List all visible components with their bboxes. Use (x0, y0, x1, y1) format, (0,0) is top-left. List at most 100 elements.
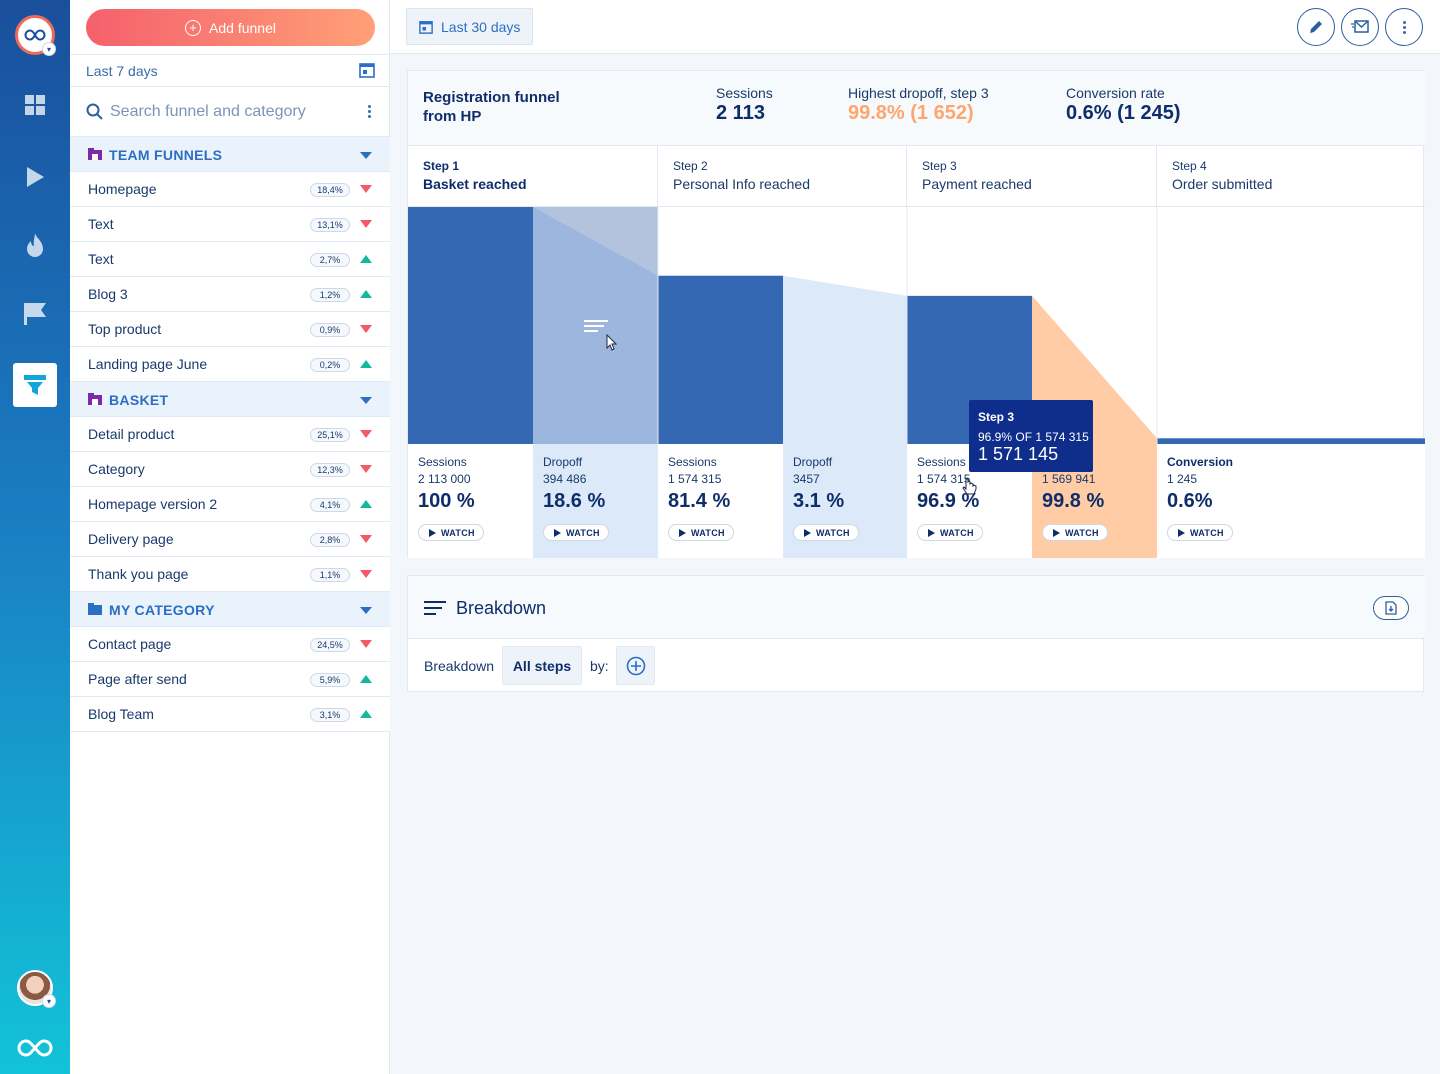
watch-button[interactable]: WATCH (543, 524, 609, 541)
watch-label: WATCH (1190, 527, 1224, 538)
more-options-button[interactable] (1385, 8, 1423, 46)
list-item[interactable]: Blog 3 1,2% (70, 277, 390, 312)
trend-down-icon (360, 535, 372, 543)
list-item[interactable]: Homepage 18,4% (70, 172, 390, 207)
stat-count: 394 486 (543, 472, 587, 486)
category-header-team-funnels[interactable]: TEAM FUNNELS (70, 137, 390, 172)
funnel-name: Text (88, 251, 114, 267)
stat-count: 2 113 000 (418, 472, 471, 486)
kpi-value: 2 113 (716, 102, 765, 124)
list-item[interactable]: Text 13,1% (70, 207, 390, 242)
watch-button[interactable]: WATCH (1042, 524, 1108, 541)
plus-circle-icon (626, 656, 645, 675)
tooltip-value: 1 571 145 (978, 444, 1059, 464)
kpi-conversion-rate: Conversion rate 0.6% (1 245) (1066, 85, 1181, 125)
breakdown-lines-icon (424, 601, 446, 615)
play-icon (429, 528, 436, 537)
step-header[interactable]: Step 3 Payment reached (907, 146, 1157, 206)
breakdown-by-label: by: (590, 658, 609, 674)
watch-button[interactable]: WATCH (917, 524, 983, 541)
step-name: Basket reached (423, 176, 527, 192)
funnel-chart (408, 207, 1425, 444)
trend-up-icon (360, 710, 372, 718)
stat-percent: 18.6 % (543, 490, 606, 512)
category-header-my-category[interactable]: MY CATEGORY (70, 592, 390, 627)
watch-label: WATCH (1065, 527, 1099, 538)
funnel-icon[interactable] (13, 363, 57, 407)
conversion-badge: 2,8% (310, 533, 350, 547)
play-icon (554, 528, 561, 537)
funnel-summary: Registration funnel from HP Sessions 2 1… (408, 71, 1425, 146)
list-item[interactable]: Thank you page 1,1% (70, 557, 390, 592)
step-name: Payment reached (922, 176, 1032, 192)
step-header[interactable]: Step 1 Basket reached (408, 146, 658, 206)
date-range-label: Last 30 days (441, 18, 521, 35)
edit-button[interactable] (1297, 8, 1335, 46)
all-steps-button[interactable]: All steps (502, 646, 582, 685)
list-item[interactable]: Blog Team 3,1% (70, 697, 390, 732)
list-item[interactable]: Page after send 5,9% (70, 662, 390, 697)
play-icon (1053, 528, 1060, 537)
dropoff-area-step-2[interactable] (783, 275, 907, 444)
date-range-button[interactable]: Last 30 days (406, 8, 533, 45)
watch-label: WATCH (691, 527, 725, 538)
avatar[interactable]: ▾ (17, 970, 56, 1008)
share-email-button[interactable] (1341, 8, 1379, 46)
conversion-badge: 3,1% (310, 708, 350, 722)
stat-step1-dropoff: Dropoff 394 486 18.6 % WATCH (533, 444, 658, 558)
stat-step2-dropoff: Dropoff 3457 3.1 % WATCH (783, 444, 907, 558)
list-item[interactable]: Contact page 24,5% (70, 627, 390, 662)
sidebar-date-range[interactable]: Last 7 days (70, 54, 390, 87)
stat-step1-sessions: Sessions 2 113 000 100 % WATCH (408, 444, 533, 558)
step-header[interactable]: Step 4 Order submitted (1157, 146, 1425, 206)
watch-button[interactable]: WATCH (668, 524, 734, 541)
team-folder-icon (88, 148, 102, 160)
funnel-bar-step-1[interactable] (408, 207, 533, 444)
trend-down-icon (360, 640, 372, 648)
watch-button[interactable]: WATCH (418, 524, 484, 541)
flag-icon[interactable] (15, 294, 55, 334)
list-item[interactable]: Category 12,3% (70, 452, 390, 487)
add-breakdown-button[interactable] (616, 646, 655, 685)
chevron-down-icon[interactable] (360, 607, 372, 614)
step-header[interactable]: Step 2 Personal Info reached (658, 146, 907, 206)
watch-button[interactable]: WATCH (1167, 524, 1233, 541)
dashboard-icon[interactable] (15, 85, 55, 125)
trend-up-icon (360, 675, 372, 683)
stat-count: 1 574 315 (668, 472, 722, 486)
conversion-badge: 1,1% (310, 568, 350, 582)
search-icon (86, 103, 103, 125)
more-vertical-icon[interactable] (368, 103, 372, 120)
team-folder-icon (88, 393, 102, 405)
list-item[interactable]: Text 2,7% (70, 242, 390, 277)
breakdown-lines-icon[interactable] (584, 320, 608, 332)
funnel-bar-step-4[interactable] (1157, 438, 1425, 444)
play-icon[interactable] (15, 157, 55, 197)
list-item[interactable]: Landing page June 0,2% (70, 347, 390, 382)
funnel-name: Contact page (88, 636, 172, 652)
trend-up-icon (360, 500, 372, 508)
app-logo[interactable]: ▾ (15, 15, 56, 56)
chevron-down-icon[interactable] (360, 152, 372, 159)
step-number: Step 1 (423, 159, 460, 173)
add-funnel-button[interactable]: + Add funnel (86, 9, 375, 46)
category-header-basket[interactable]: BASKET (70, 382, 390, 417)
funnel-name: Blog Team (88, 706, 154, 722)
trend-up-icon (360, 290, 372, 298)
sidebar-date-range-label: Last 7 days (86, 63, 158, 79)
funnel-bar-step-2[interactable] (658, 275, 783, 444)
calendar-icon (419, 20, 433, 34)
heatmap-flame-icon[interactable] (15, 226, 55, 266)
stat-count: 3457 (793, 472, 820, 486)
watch-button[interactable]: WATCH (793, 524, 859, 541)
list-item[interactable]: Delivery page 2,8% (70, 522, 390, 557)
list-item[interactable]: Homepage version 2 4,1% (70, 487, 390, 522)
chevron-down-icon[interactable] (360, 397, 372, 404)
list-item[interactable]: Detail product 25,1% (70, 417, 390, 452)
calendar-icon[interactable] (359, 62, 375, 83)
hand-cursor-icon (962, 478, 977, 495)
category-label: BASKET (109, 392, 169, 408)
export-button[interactable] (1373, 596, 1409, 620)
search-input[interactable] (110, 100, 350, 124)
list-item[interactable]: Top product 0,9% (70, 312, 390, 347)
